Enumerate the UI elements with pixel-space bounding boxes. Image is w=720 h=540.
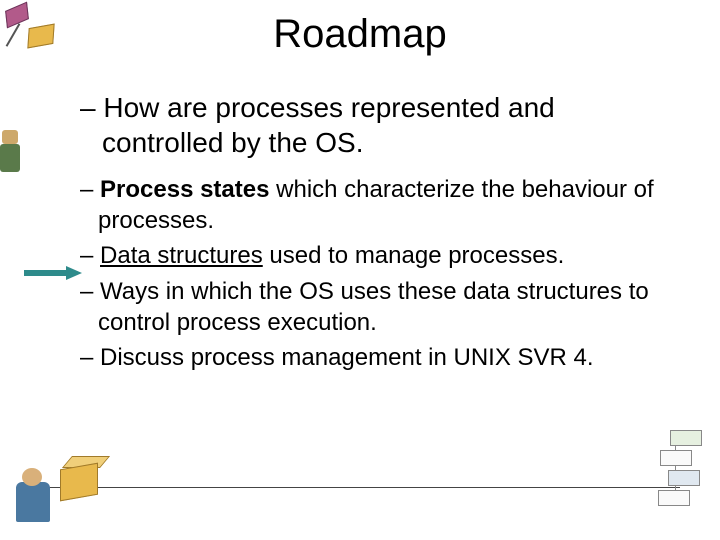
bullet-item: – How are processes represented and cont…	[80, 90, 660, 160]
decoration-mid-left	[0, 130, 24, 180]
bullet-underline: Data structures	[100, 242, 263, 269]
slide: Roadmap – How are processes represented …	[0, 0, 720, 540]
decoration-baseline	[40, 487, 680, 488]
bullet-item: – Discuss process management in UNIX SVR…	[80, 342, 660, 373]
slide-body: – How are processes represented and cont…	[80, 90, 660, 377]
decoration-bottom-right	[634, 430, 704, 520]
bullet-text: Ways in which the OS uses these data str…	[98, 278, 649, 336]
bullet-text: Discuss process management in UNIX SVR 4…	[100, 344, 594, 371]
bullet-item: – Process states which characterize the …	[80, 174, 660, 236]
bullet-text: How are processes represented and contro…	[102, 92, 555, 158]
bullet-item: – Ways in which the OS uses these data s…	[80, 276, 660, 338]
slide-title: Roadmap	[0, 12, 720, 57]
bullet-item: – Data structures used to manage process…	[80, 240, 660, 271]
bullet-dash: –	[80, 344, 100, 371]
highlight-arrow-icon	[22, 265, 82, 286]
bullet-dash: –	[80, 278, 100, 305]
bullet-bold: Process states	[100, 176, 269, 203]
bullet-dash: –	[80, 176, 100, 203]
decoration-bottom-left	[10, 446, 130, 526]
bullet-dash: –	[80, 242, 100, 269]
bullet-dash: –	[80, 92, 103, 123]
bullet-text: used to manage processes.	[263, 242, 565, 269]
